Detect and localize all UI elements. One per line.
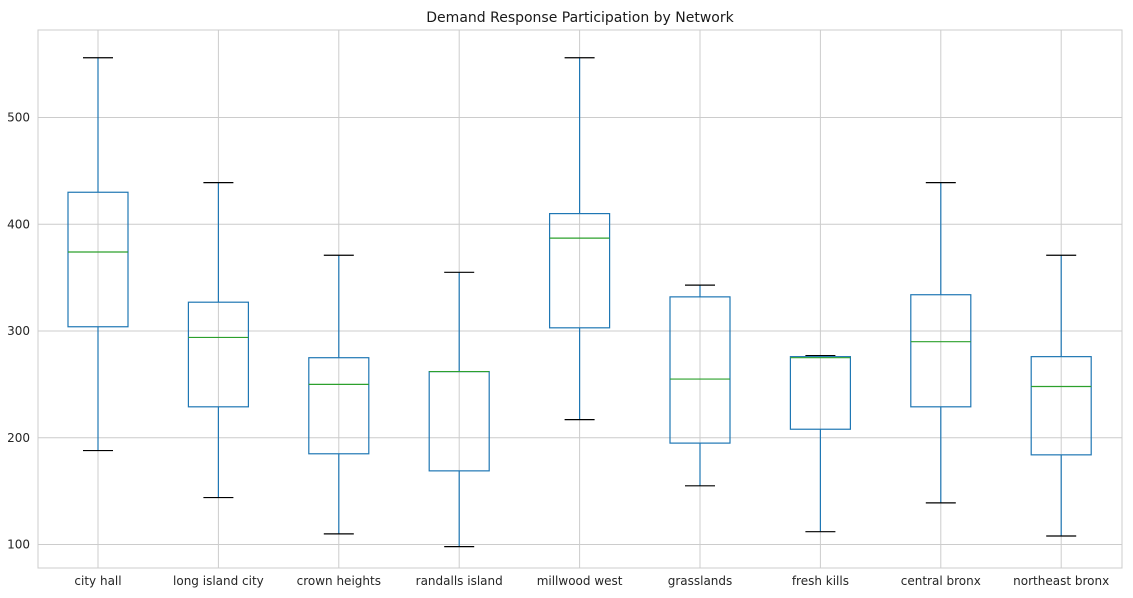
x-tick-label: northeast bronx (1013, 574, 1109, 588)
box-iqr (308, 357, 370, 455)
box-iqr (67, 191, 129, 328)
box-city-hall (67, 57, 129, 452)
axis-layer: 100 200 300 400 500 city hall long island city… (7, 111, 1109, 588)
box-fresh-kills (789, 354, 852, 533)
y-tick-label: 400 (7, 217, 30, 231)
box-grasslands (669, 284, 731, 487)
x-tick-label: long island city (173, 574, 264, 588)
box-northeast-bronx (1030, 254, 1092, 537)
box-iqr (548, 213, 611, 329)
box-long-island-city (187, 182, 249, 499)
box-iqr (789, 356, 852, 430)
y-tick-label: 200 (7, 431, 30, 445)
x-tick-label: randalls island (416, 574, 503, 588)
x-tick-label: millwood west (537, 574, 623, 588)
box-layer (67, 57, 1092, 548)
chart-title: Demand Response Participation by Network (426, 10, 734, 26)
x-tick-label: central bronx (901, 574, 981, 588)
box-crown-heights (308, 254, 370, 535)
box-iqr (669, 296, 731, 444)
box-millwood-west (548, 57, 611, 421)
y-tick-label: 100 (7, 538, 30, 552)
box-randalls-island (428, 271, 490, 548)
y-tick-label: 300 (7, 324, 30, 338)
y-tick-label: 500 (7, 111, 30, 125)
box-iqr (1030, 356, 1092, 456)
x-tick-label: fresh kills (792, 574, 849, 588)
box-central-bronx (910, 182, 972, 504)
box-iqr (910, 294, 972, 408)
box-iqr (187, 301, 249, 408)
x-tick-label: city hall (74, 574, 121, 588)
x-tick-label: grasslands (668, 574, 733, 588)
x-tick-label: crown heights (297, 574, 381, 588)
plot-frame (37, 29, 1123, 569)
